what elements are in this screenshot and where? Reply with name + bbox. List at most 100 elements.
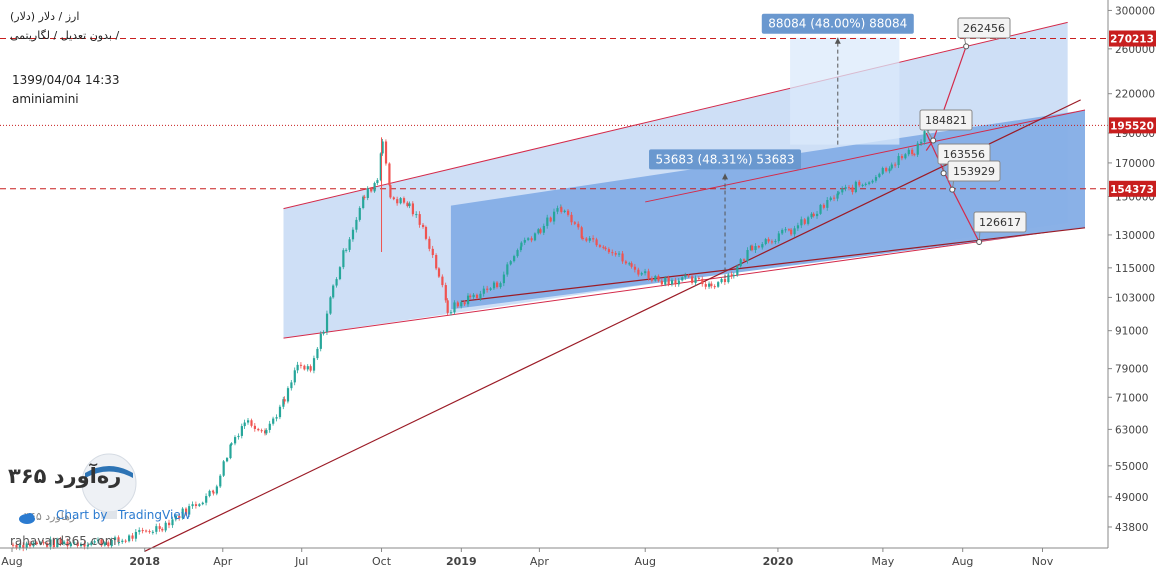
callout-anchor-184821 (930, 137, 937, 144)
candle-body (283, 399, 286, 402)
candle-body (761, 244, 764, 248)
candle-body (787, 229, 791, 231)
candle-body (499, 283, 502, 288)
callout-box-153929 (947, 160, 1001, 182)
candle-body (598, 245, 602, 247)
candle-body (482, 288, 485, 294)
candle-body (32, 542, 35, 547)
callout-label-163556: 163556 (943, 148, 985, 161)
candle-body (793, 228, 796, 235)
candle-body (730, 274, 733, 277)
candle-body (489, 288, 492, 290)
candle-body (607, 249, 611, 253)
candle-body (312, 358, 316, 371)
candle-body (913, 154, 916, 156)
callout-box-184821 (919, 109, 973, 131)
outer-channel-lower-line (283, 226, 1086, 339)
candle-body (100, 539, 103, 546)
candle-body (885, 167, 888, 172)
candle-body (237, 435, 240, 438)
outer-channel-upper-line (283, 21, 1068, 210)
candle-body (691, 276, 694, 283)
candle-body (178, 515, 181, 519)
candle-body (46, 543, 49, 547)
site-url: rahavard365.com (10, 534, 117, 548)
candle-body (424, 226, 428, 239)
candle-body (533, 233, 537, 241)
candle-body (897, 156, 900, 166)
candle-body (667, 277, 670, 285)
candle-body (431, 248, 434, 256)
measure-2-label: 88084 (48.00%) 88084 (768, 17, 907, 31)
candle-body (278, 406, 282, 418)
candle-body (681, 277, 684, 281)
candle-body (701, 278, 704, 285)
candle-body (225, 458, 229, 462)
candle-body (530, 238, 533, 241)
callout-box-262456 (957, 17, 1011, 39)
candle-body (158, 526, 161, 529)
candle-body (428, 238, 431, 249)
price-tick-label: 79000 (1115, 364, 1148, 376)
price-axis-panel (1108, 0, 1156, 572)
candle-body (502, 274, 506, 284)
callout-box-126617 (973, 211, 1027, 233)
candle-body (486, 288, 489, 290)
candle-body (373, 183, 376, 192)
candle-body (604, 247, 607, 250)
candle-body (822, 204, 826, 208)
callout-anchor-126617 (976, 239, 983, 246)
candle-body (694, 277, 697, 283)
long-trend-line (144, 99, 1081, 552)
candle-body (764, 239, 767, 245)
candle-body (22, 545, 25, 549)
candle-body (348, 239, 351, 250)
candle-body (73, 542, 76, 544)
time-tick-label: May (872, 555, 895, 568)
candle-body (229, 444, 232, 459)
time-tick-label: Oct (372, 555, 392, 568)
candle-body (49, 539, 52, 547)
candle-body (76, 542, 79, 546)
candle-body (640, 273, 643, 275)
candle-body (134, 531, 138, 539)
candle-body (233, 437, 237, 444)
candle-body (441, 276, 444, 286)
candle-body (739, 259, 742, 267)
candle-body (363, 196, 366, 198)
level-tag-label-last: 195520 (1110, 120, 1154, 132)
candle-body (907, 149, 910, 155)
candle-body (80, 544, 83, 546)
candle-body (704, 284, 707, 287)
candle-body (812, 213, 815, 217)
candle-body (878, 173, 881, 177)
level-tag-resistance (1109, 30, 1156, 47)
candle-body (219, 475, 222, 487)
candle-body (577, 223, 580, 228)
candle-body (894, 164, 897, 166)
time-tick-label: Apr (530, 555, 550, 568)
candle-body (836, 193, 839, 199)
candle-body (664, 277, 667, 285)
candle-body (472, 294, 475, 298)
price-tick-label: 103000 (1115, 292, 1155, 304)
candle-body (520, 242, 523, 247)
candle-body (282, 399, 285, 407)
price-tick-label: 300000 (1115, 5, 1155, 17)
candle-body (42, 542, 45, 544)
timestamp: 1399/04/04 14:33 (12, 73, 120, 87)
candle-body (303, 365, 306, 370)
time-tick-label: Jul (294, 555, 308, 568)
candle-body (644, 271, 647, 274)
candle-body (212, 491, 215, 494)
candle-body (674, 280, 677, 285)
candle-body (847, 187, 851, 189)
time-tick-label: Aug (634, 555, 655, 568)
candle-body (751, 245, 754, 251)
candle-body (670, 280, 674, 285)
candle-body (325, 313, 329, 332)
candle-body (194, 504, 198, 506)
candle-body (774, 241, 777, 243)
measure-2-arrowhead (834, 37, 841, 44)
